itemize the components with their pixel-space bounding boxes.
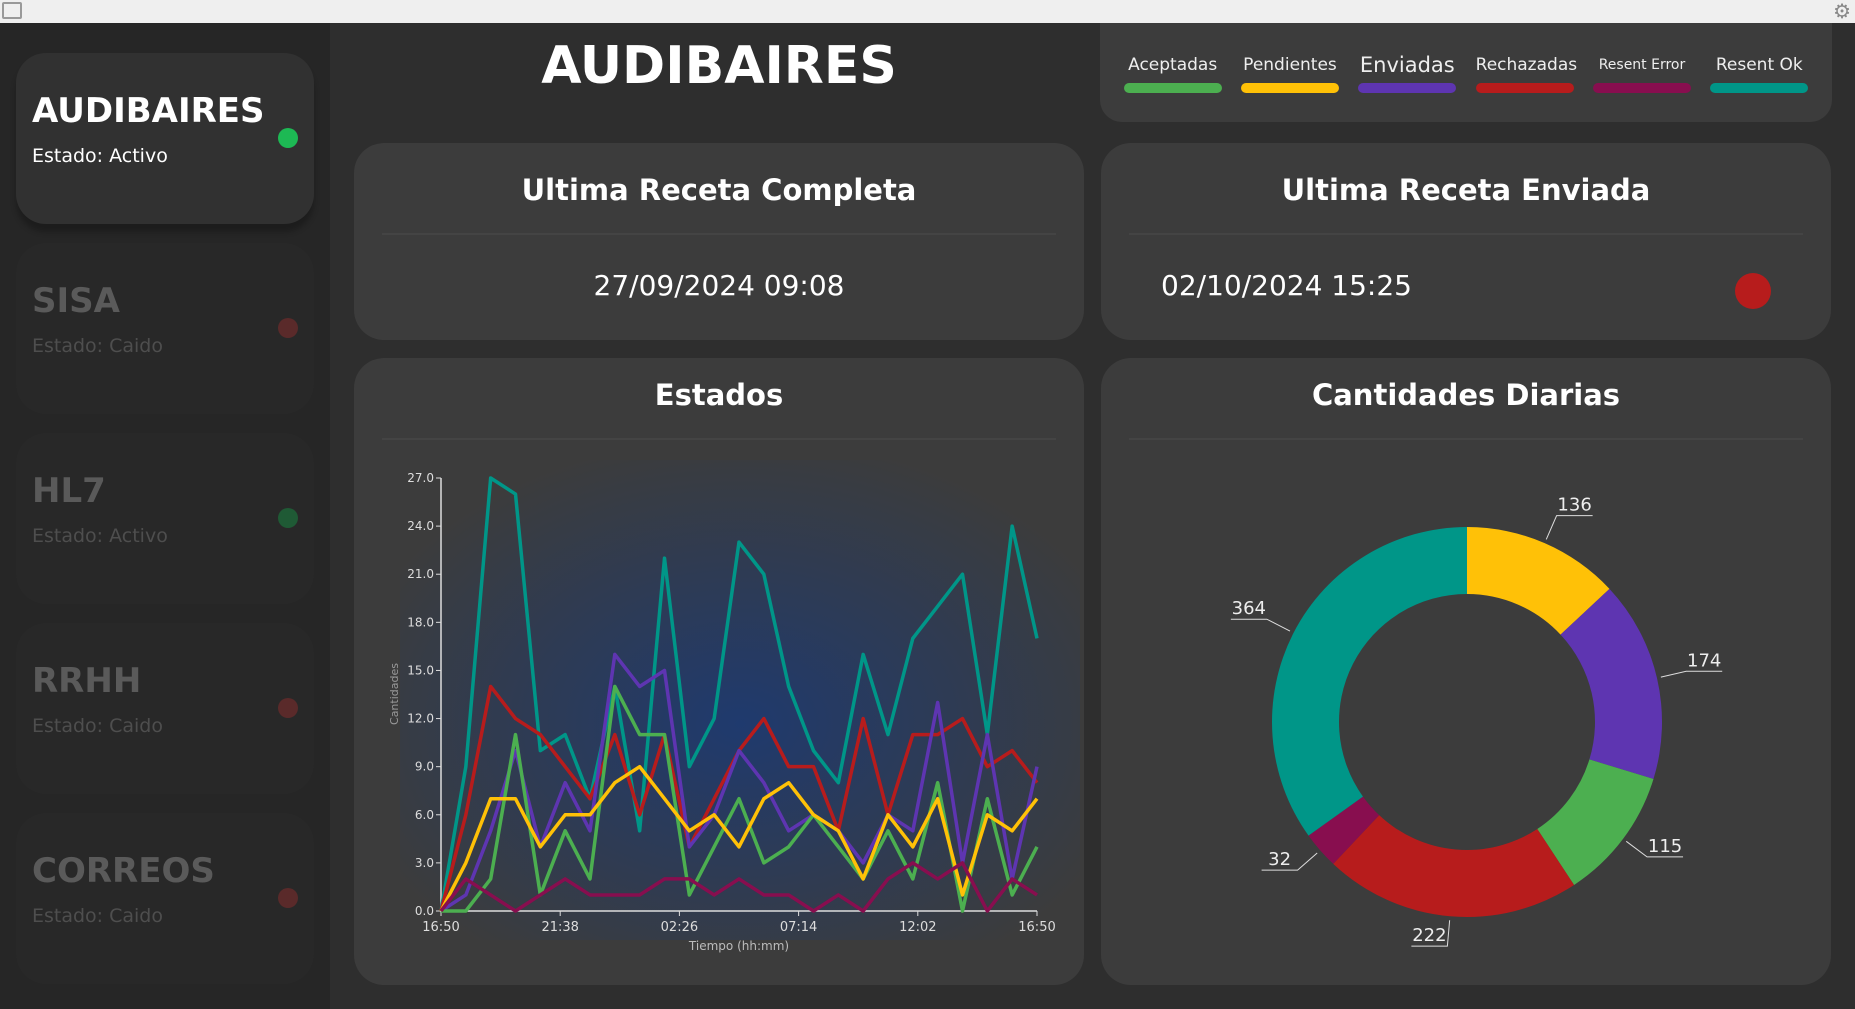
slice-value-label: 32 <box>1268 849 1291 870</box>
last-complete-card: Ultima Receta Completa 27/09/2024 09:08 <box>354 143 1084 340</box>
x-tick-label: 02:26 <box>661 920 698 935</box>
plot-background <box>400 460 1080 940</box>
card-title: Ultima Receta Completa <box>521 173 917 207</box>
legend-swatch <box>1710 83 1809 93</box>
legend-item: Rechazadas <box>1475 23 1578 122</box>
divider <box>1129 233 1803 235</box>
divider <box>382 438 1056 440</box>
sidebar-item-name: CORREOS <box>32 851 215 891</box>
status-dot <box>278 508 298 528</box>
sidebar-item-state: Estado: Caido <box>32 335 163 357</box>
donut-slice-resent-error <box>1308 796 1380 864</box>
y-tick-label: 27.0 <box>407 471 434 485</box>
divider <box>382 233 1056 235</box>
sidebar-item-sisa[interactable]: SISA Estado: Caido <box>16 243 314 414</box>
sidebar-item-name: HL7 <box>32 471 106 511</box>
y-tick-label: 9.0 <box>415 760 434 774</box>
legend-label: Resent Ok <box>1715 55 1803 75</box>
sidebar-item-correos[interactable]: CORREOS Estado: Caido <box>16 813 314 984</box>
y-tick-label: 24.0 <box>407 519 434 533</box>
series-line-resent-error <box>439 861 1038 913</box>
legend-label: Enviadas <box>1359 53 1455 77</box>
legend-item: Enviadas <box>1358 23 1457 122</box>
legend-label: Rechazadas <box>1475 55 1578 75</box>
status-dot <box>278 128 298 148</box>
legend-swatch <box>1358 83 1457 93</box>
x-tick-label: 07:14 <box>780 920 817 935</box>
slice-value-label: 174 <box>1687 650 1721 671</box>
donut-slice-resent-ok <box>1272 527 1467 836</box>
x-axis-label: Tiempo (hh:mm) <box>688 939 789 953</box>
sidebar-item-name: AUDIBAIRES <box>32 91 265 131</box>
y-tick-label: 3.0 <box>415 856 434 870</box>
x-tick-label: 12:02 <box>899 920 936 935</box>
sidebar-item-state: Estado: Activo <box>32 525 168 547</box>
last-sent-value: 02/10/2024 15:25 <box>1161 269 1412 302</box>
slice-label-leader <box>1230 618 1291 632</box>
sidebar-item-state: Estado: Caido <box>32 715 163 737</box>
card-title: Ultima Receta Enviada <box>1281 173 1651 207</box>
x-tick-label: 16:50 <box>422 920 459 935</box>
series-line-pendientes <box>439 764 1039 912</box>
legend-swatch <box>1240 83 1339 93</box>
legend-item: Resent Error <box>1592 23 1691 122</box>
cast-icon[interactable] <box>2 2 22 19</box>
legend-label: Resent Error <box>1598 57 1686 73</box>
slice-label-leader <box>1625 840 1684 858</box>
sidebar: AUDIBAIRES Estado: Activo SISA Estado: C… <box>0 23 330 1009</box>
divider <box>1129 438 1803 440</box>
card-title: Cantidades Diarias <box>1311 378 1621 412</box>
slice-label-leader <box>1660 670 1723 678</box>
donut-slice-rechazadas <box>1333 815 1575 917</box>
legend-item: Aceptadas <box>1123 23 1222 122</box>
legend-label: Aceptadas <box>1128 55 1218 75</box>
slice-value-label: 115 <box>1648 836 1682 857</box>
donut-slice-aceptadas <box>1537 759 1654 885</box>
sidebar-item-state: Estado: Activo <box>32 145 168 167</box>
y-tick-label: 6.0 <box>415 808 434 822</box>
status-dot <box>278 318 298 338</box>
status-dot <box>278 698 298 718</box>
y-tick-label: 0.0 <box>415 904 434 918</box>
x-tick-label: 16:50 <box>1018 920 1055 935</box>
last-complete-value: 27/09/2024 09:08 <box>593 269 845 302</box>
gear-icon[interactable]: ⚙ <box>1833 0 1851 23</box>
slice-label-leader <box>1545 515 1593 540</box>
window-titlebar: ⚙ <box>0 0 1855 23</box>
slice-value-label: 136 <box>1557 495 1591 516</box>
last-sent-card: Ultima Receta Enviada 02/10/2024 15:25 <box>1101 143 1831 340</box>
sidebar-item-state: Estado: Caido <box>32 905 163 927</box>
slice-value-label: 222 <box>1412 925 1446 946</box>
y-tick-label: 15.0 <box>407 663 434 677</box>
y-tick-label: 12.0 <box>407 712 434 726</box>
legend-item: Resent Ok <box>1710 23 1809 122</box>
legend-swatch <box>1123 83 1222 93</box>
y-tick-label: 18.0 <box>407 615 434 629</box>
sidebar-item-name: SISA <box>32 281 120 321</box>
sidebar-item-rrhh[interactable]: RRHH Estado: Caido <box>16 623 314 794</box>
slice-label-leader <box>1261 852 1318 871</box>
donut-slice-pendientes <box>1467 527 1610 635</box>
legend-item: Pendientes <box>1240 23 1339 122</box>
page-title: AUDIBAIRES <box>541 36 897 96</box>
card-title: Estados <box>654 378 784 412</box>
status-dot <box>278 888 298 908</box>
status-dot <box>1735 273 1771 309</box>
slice-value-label: 364 <box>1232 598 1266 619</box>
sidebar-item-name: RRHH <box>32 661 142 701</box>
y-axis-label: Cantidades <box>388 663 401 725</box>
slice-label-leader <box>1411 920 1451 947</box>
legend: Aceptadas Pendientes Enviadas Rechazadas Res… <box>1100 23 1832 122</box>
sidebar-item-audibaires[interactable]: AUDIBAIRES Estado: Activo <box>16 53 314 224</box>
y-tick-label: 21.0 <box>407 567 434 581</box>
series-line-resent-ok <box>439 476 1039 912</box>
sidebar-item-hl7[interactable]: HL7 Estado: Activo <box>16 433 314 604</box>
legend-swatch <box>1475 83 1574 93</box>
x-tick-label: 21:38 <box>541 920 578 935</box>
legend-label: Pendientes <box>1243 55 1337 75</box>
legend-swatch <box>1592 83 1691 93</box>
donut-slice-enviadas <box>1560 588 1662 780</box>
